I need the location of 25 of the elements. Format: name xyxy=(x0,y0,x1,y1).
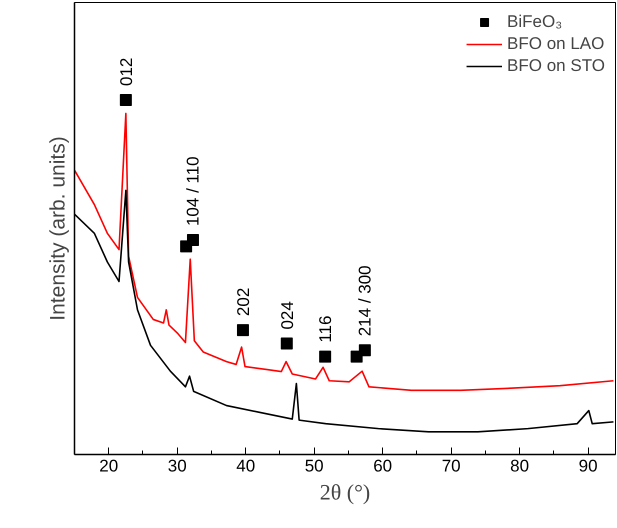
x-tick-label: 60 xyxy=(373,456,392,476)
x-tick-label: 90 xyxy=(578,456,598,476)
annotation: 024 xyxy=(278,301,297,330)
x-axis-title: 2θ (°) xyxy=(320,480,370,504)
x-tick-label: 70 xyxy=(442,456,461,476)
point xyxy=(236,324,249,336)
x-tick-label: 20 xyxy=(99,456,118,476)
x-tick-label: 40 xyxy=(236,456,256,476)
x-tick-label: 80 xyxy=(510,456,530,476)
point xyxy=(120,94,132,106)
annotation: 202 xyxy=(234,288,253,316)
point xyxy=(319,350,332,363)
x-tick-label: 30 xyxy=(168,456,187,476)
point xyxy=(280,338,293,350)
legend-label: BFO on STO xyxy=(507,56,605,76)
point xyxy=(358,344,371,356)
y-axis-title: Intensity (arb. units) xyxy=(46,136,70,321)
annotation: 214 / 300 xyxy=(355,265,374,336)
x-tick-label: 50 xyxy=(304,456,324,476)
annotation: 116 xyxy=(316,316,336,343)
point xyxy=(186,234,199,246)
annotation: 012 xyxy=(116,58,136,86)
annotation: 104 / 110 xyxy=(183,156,202,226)
legend-label: BiFeO₃ xyxy=(507,12,562,32)
legend-label: BFO on LAO xyxy=(507,34,604,54)
